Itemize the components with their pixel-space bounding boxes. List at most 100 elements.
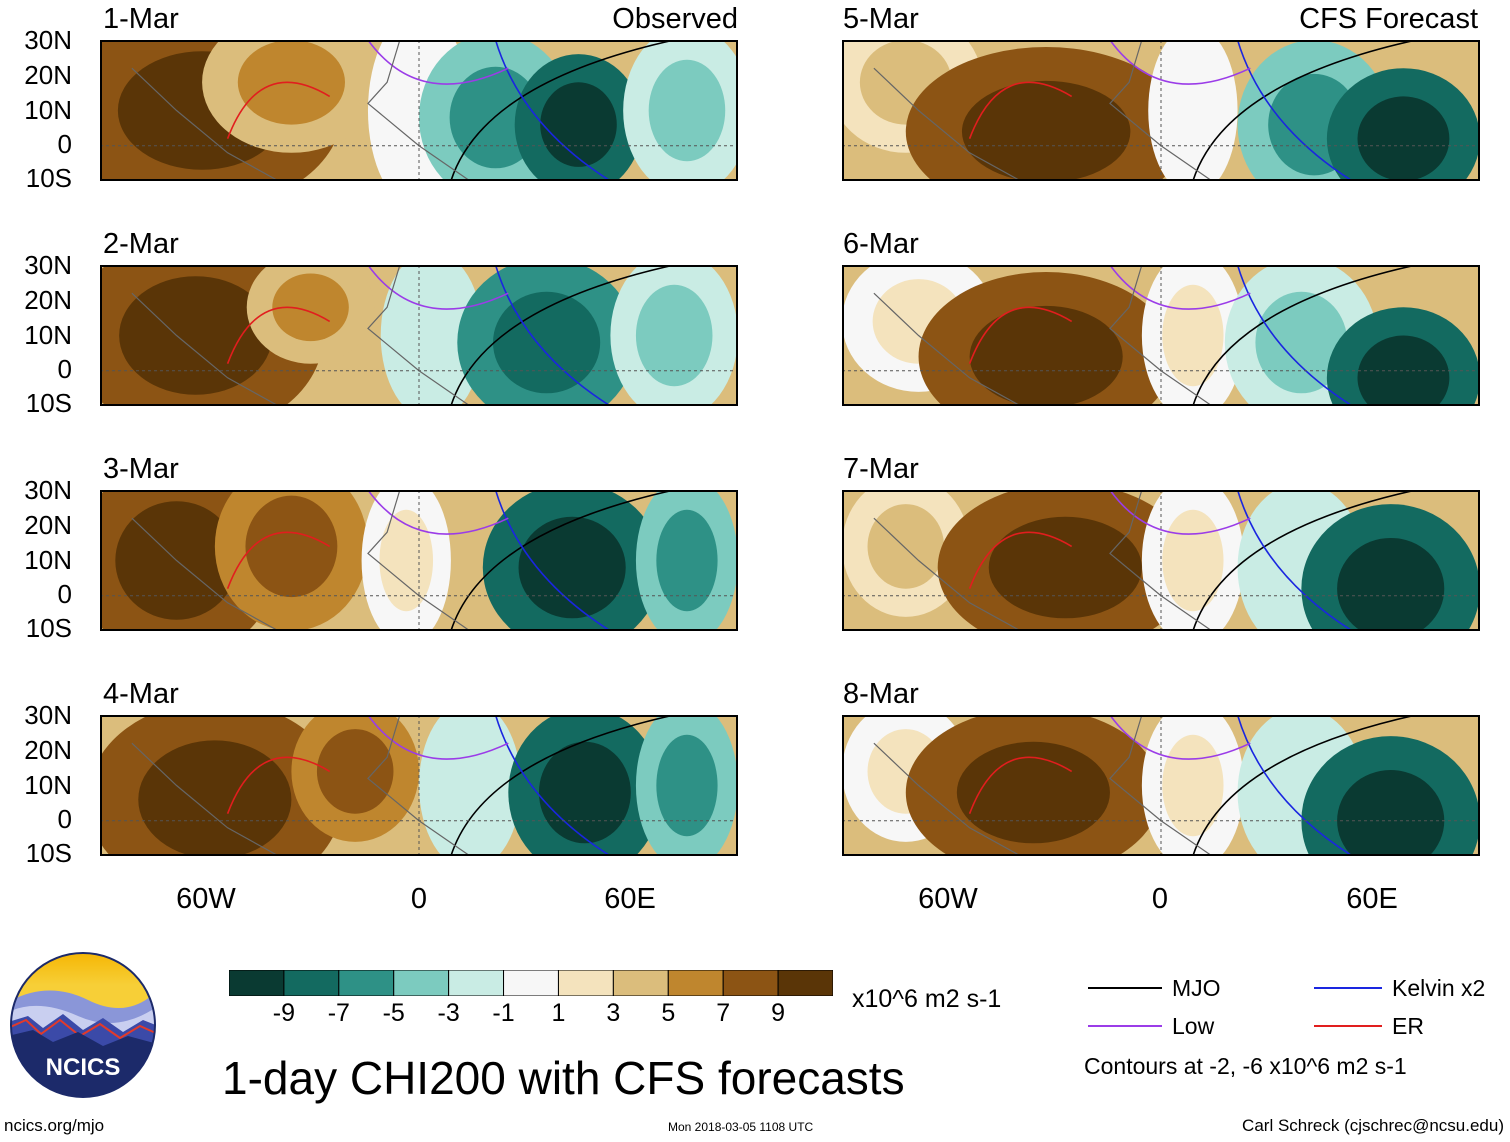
map-panel-6-mar [842, 265, 1480, 406]
contour-line [1236, 40, 1353, 181]
anomaly-blob [1337, 770, 1445, 856]
colorbar-segment [448, 970, 505, 996]
logo-text: NCICS [46, 1054, 121, 1081]
anomaly-blob [1357, 96, 1450, 181]
anomaly-blob [867, 504, 945, 589]
panel-frame [842, 715, 1480, 856]
coastline [131, 265, 471, 406]
anomaly-blob [1255, 291, 1348, 394]
colorbar-segment [229, 970, 285, 996]
panel-frame [842, 40, 1480, 181]
anomaly-blob [1162, 734, 1224, 837]
anomaly-blob [1162, 509, 1224, 612]
contour-line [450, 40, 675, 181]
ncics-logo: NCICS [10, 952, 156, 1098]
panel-date-7: 7-Mar [843, 453, 919, 485]
panel-frame [842, 265, 1480, 406]
legend-label-mjo: MJO [1172, 975, 1221, 1001]
contour-line [367, 40, 509, 85]
contour-line [968, 756, 1073, 814]
lat-label: 10N [24, 95, 72, 125]
lon-label-60e-right: 60E [1346, 883, 1398, 915]
anomaly-blob [956, 741, 1110, 844]
contour-line [450, 490, 675, 631]
anomaly-blob [961, 80, 1131, 181]
anomaly-blob [316, 729, 394, 814]
colorbar-segment [777, 970, 833, 996]
lat-label: 10S [25, 838, 72, 868]
colorbar-tick-label: -3 [437, 999, 460, 1027]
coastline [873, 490, 1213, 631]
contour-line [226, 531, 331, 589]
footer-timestamp: Mon 2018-03-05 1108 UTC [668, 1120, 814, 1134]
panel-date-3: 3-Mar [103, 453, 179, 485]
contour-line [494, 40, 611, 181]
contour-line [367, 490, 509, 535]
panel-date-2: 2-Mar [103, 228, 179, 260]
forecast-label: CFS Forecast [1299, 3, 1478, 35]
anomaly-blob [969, 305, 1123, 406]
anomaly-blob [119, 276, 273, 395]
colorbar-segment [338, 970, 395, 996]
contour-line [494, 490, 611, 631]
map-panel-1-mar [100, 40, 738, 181]
colorbar-tick-label: -5 [382, 999, 405, 1027]
contour-line [1109, 265, 1251, 310]
contour-line [367, 715, 509, 760]
colorbar-segment [393, 970, 450, 996]
colorbar-unit: x10^6 m2 s-1 [852, 985, 1002, 1013]
lat-label: 20N [24, 510, 72, 540]
anomaly-blob [379, 509, 434, 612]
anomaly-blob [401, 284, 463, 387]
contour-line [450, 715, 675, 856]
footer-site[interactable]: ncics.org/mjo [4, 1116, 105, 1135]
lat-label: 0 [57, 129, 72, 159]
anomaly-blob [518, 516, 626, 619]
anomaly-blob [1162, 284, 1224, 387]
lat-label: 10S [25, 613, 72, 643]
colorbar-segment [283, 970, 340, 996]
contour-line [226, 81, 331, 139]
colorbar-segment [503, 970, 559, 996]
panel-frame [842, 490, 1480, 631]
lat-label: 30N [24, 25, 72, 55]
lon-label-60w-right: 60W [918, 883, 978, 915]
legend-label-kelvin: Kelvin x2 [1392, 975, 1486, 1001]
anomaly-blob [1166, 59, 1220, 162]
lat-label: 20N [24, 285, 72, 315]
colorbar-tick-label: 9 [771, 999, 786, 1027]
anomaly-blob [656, 734, 718, 837]
coastline [131, 715, 471, 856]
contour-line [450, 265, 675, 406]
contour-line [1109, 715, 1251, 760]
contour-line [494, 715, 611, 856]
lat-label: 30N [24, 700, 72, 730]
panel-date-4: 4-Mar [103, 678, 179, 710]
contour-line [1236, 715, 1353, 856]
contour-line [968, 306, 1073, 364]
map-panel-8-mar [842, 715, 1480, 856]
anomaly-blob [1357, 335, 1450, 406]
colorbar-tick-label: -7 [327, 999, 350, 1027]
legend-label-low: Low [1172, 1013, 1215, 1039]
anomaly-blob [540, 82, 617, 167]
chart-title: 1-day CHI200 with CFS forecasts [222, 1052, 905, 1104]
coastline [873, 715, 1213, 856]
anomaly-blob [245, 495, 338, 598]
panel-date-6: 6-Mar [843, 228, 919, 260]
contour-line [494, 265, 611, 406]
coastline [873, 40, 1213, 181]
lon-label-0-left: 0 [410, 883, 428, 915]
panel-frame [100, 715, 738, 856]
legend-lines [1088, 987, 1382, 1027]
map-panel-4-mar [100, 715, 738, 856]
panel-date-8: 8-Mar [843, 678, 919, 710]
lat-label: 0 [57, 804, 72, 834]
lon-label-60e-left: 60E [604, 883, 656, 915]
colorbar-segment [722, 970, 779, 996]
colorbar-tick-label: -9 [272, 999, 296, 1027]
anomaly-blob [656, 509, 718, 612]
contour-line [1109, 40, 1251, 85]
coastline [131, 490, 471, 631]
anomaly-blob [538, 741, 631, 844]
